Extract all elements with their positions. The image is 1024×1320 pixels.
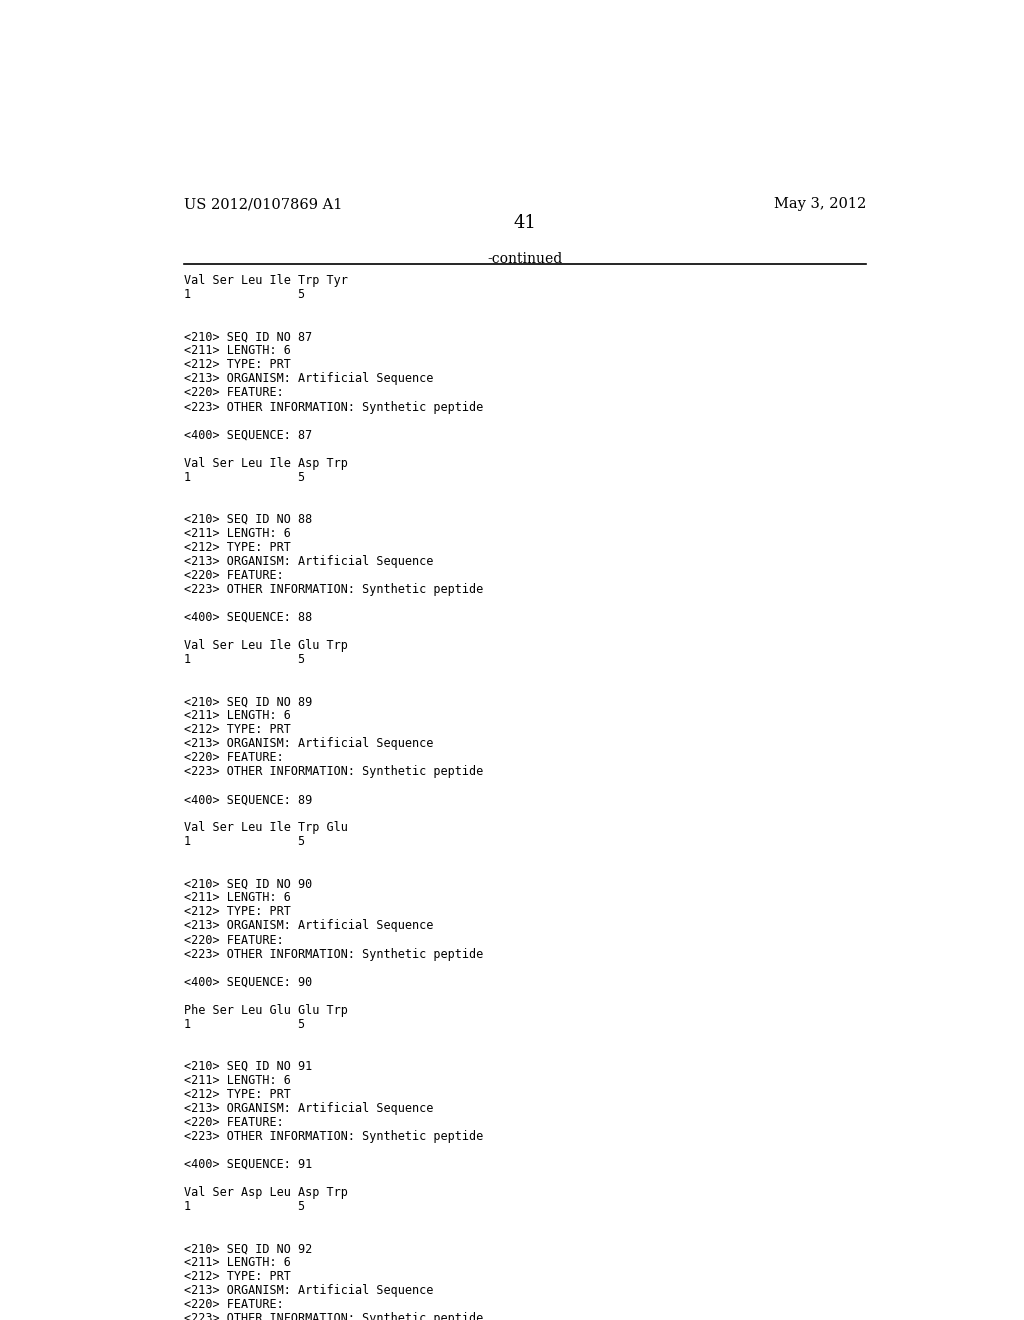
Text: <223> OTHER INFORMATION: Synthetic peptide: <223> OTHER INFORMATION: Synthetic pepti… (183, 1312, 482, 1320)
Text: <223> OTHER INFORMATION: Synthetic peptide: <223> OTHER INFORMATION: Synthetic pepti… (183, 948, 482, 961)
Text: <223> OTHER INFORMATION: Synthetic peptide: <223> OTHER INFORMATION: Synthetic pepti… (183, 583, 482, 595)
Text: 1               5: 1 5 (183, 288, 305, 301)
Text: 41: 41 (513, 214, 537, 232)
Text: US 2012/0107869 A1: US 2012/0107869 A1 (183, 197, 342, 211)
Text: <220> FEATURE:: <220> FEATURE: (183, 387, 284, 400)
Text: <400> SEQUENCE: 89: <400> SEQUENCE: 89 (183, 793, 311, 807)
Text: <400> SEQUENCE: 91: <400> SEQUENCE: 91 (183, 1158, 311, 1171)
Text: <212> TYPE: PRT: <212> TYPE: PRT (183, 1088, 291, 1101)
Text: 1               5: 1 5 (183, 653, 305, 667)
Text: Val Ser Leu Ile Trp Glu: Val Ser Leu Ile Trp Glu (183, 821, 347, 834)
Text: <212> TYPE: PRT: <212> TYPE: PRT (183, 906, 291, 919)
Text: <213> ORGANISM: Artificial Sequence: <213> ORGANISM: Artificial Sequence (183, 554, 433, 568)
Text: <220> FEATURE:: <220> FEATURE: (183, 569, 284, 582)
Text: 1               5: 1 5 (183, 836, 305, 849)
Text: <211> LENGTH: 6: <211> LENGTH: 6 (183, 1257, 291, 1269)
Text: <223> OTHER INFORMATION: Synthetic peptide: <223> OTHER INFORMATION: Synthetic pepti… (183, 1130, 482, 1143)
Text: <211> LENGTH: 6: <211> LENGTH: 6 (183, 709, 291, 722)
Text: <212> TYPE: PRT: <212> TYPE: PRT (183, 359, 291, 371)
Text: <211> LENGTH: 6: <211> LENGTH: 6 (183, 891, 291, 904)
Text: <212> TYPE: PRT: <212> TYPE: PRT (183, 723, 291, 737)
Text: <220> FEATURE:: <220> FEATURE: (183, 751, 284, 764)
Text: Val Ser Leu Ile Trp Tyr: Val Ser Leu Ile Trp Tyr (183, 275, 347, 288)
Text: <213> ORGANISM: Artificial Sequence: <213> ORGANISM: Artificial Sequence (183, 372, 433, 385)
Text: May 3, 2012: May 3, 2012 (774, 197, 866, 211)
Text: <213> ORGANISM: Artificial Sequence: <213> ORGANISM: Artificial Sequence (183, 1284, 433, 1298)
Text: Val Ser Leu Ile Glu Trp: Val Ser Leu Ile Glu Trp (183, 639, 347, 652)
Text: <211> LENGTH: 6: <211> LENGTH: 6 (183, 527, 291, 540)
Text: <210> SEQ ID NO 87: <210> SEQ ID NO 87 (183, 330, 311, 343)
Text: <400> SEQUENCE: 87: <400> SEQUENCE: 87 (183, 429, 311, 442)
Text: <210> SEQ ID NO 90: <210> SEQ ID NO 90 (183, 878, 311, 891)
Text: <210> SEQ ID NO 89: <210> SEQ ID NO 89 (183, 696, 311, 708)
Text: Phe Ser Leu Glu Glu Trp: Phe Ser Leu Glu Glu Trp (183, 1003, 347, 1016)
Text: <400> SEQUENCE: 90: <400> SEQUENCE: 90 (183, 975, 311, 989)
Text: <212> TYPE: PRT: <212> TYPE: PRT (183, 1270, 291, 1283)
Text: <220> FEATURE:: <220> FEATURE: (183, 1298, 284, 1311)
Text: Val Ser Asp Leu Asp Trp: Val Ser Asp Leu Asp Trp (183, 1185, 347, 1199)
Text: -continued: -continued (487, 252, 562, 265)
Text: <212> TYPE: PRT: <212> TYPE: PRT (183, 541, 291, 554)
Text: <223> OTHER INFORMATION: Synthetic peptide: <223> OTHER INFORMATION: Synthetic pepti… (183, 400, 482, 413)
Text: <220> FEATURE:: <220> FEATURE: (183, 1115, 284, 1129)
Text: <213> ORGANISM: Artificial Sequence: <213> ORGANISM: Artificial Sequence (183, 1102, 433, 1115)
Text: <213> ORGANISM: Artificial Sequence: <213> ORGANISM: Artificial Sequence (183, 920, 433, 932)
Text: <210> SEQ ID NO 91: <210> SEQ ID NO 91 (183, 1060, 311, 1073)
Text: 1               5: 1 5 (183, 1018, 305, 1031)
Text: <223> OTHER INFORMATION: Synthetic peptide: <223> OTHER INFORMATION: Synthetic pepti… (183, 766, 482, 779)
Text: Val Ser Leu Ile Asp Trp: Val Ser Leu Ile Asp Trp (183, 457, 347, 470)
Text: <213> ORGANISM: Artificial Sequence: <213> ORGANISM: Artificial Sequence (183, 737, 433, 750)
Text: 1               5: 1 5 (183, 1200, 305, 1213)
Text: 1               5: 1 5 (183, 471, 305, 483)
Text: <220> FEATURE:: <220> FEATURE: (183, 933, 284, 946)
Text: <211> LENGTH: 6: <211> LENGTH: 6 (183, 345, 291, 358)
Text: <211> LENGTH: 6: <211> LENGTH: 6 (183, 1073, 291, 1086)
Text: <400> SEQUENCE: 88: <400> SEQUENCE: 88 (183, 611, 311, 624)
Text: <210> SEQ ID NO 92: <210> SEQ ID NO 92 (183, 1242, 311, 1255)
Text: <210> SEQ ID NO 88: <210> SEQ ID NO 88 (183, 512, 311, 525)
